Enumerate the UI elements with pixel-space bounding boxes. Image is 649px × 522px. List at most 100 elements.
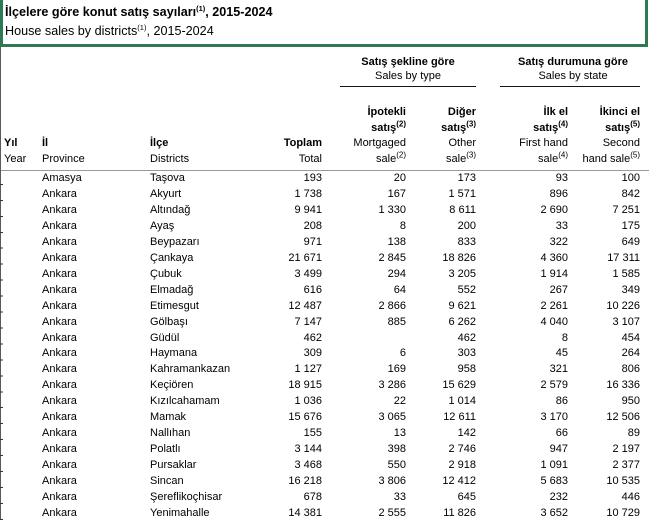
table-row: Ankara Kızılcahamam 1 036 22 1 014 86 95… [0, 394, 649, 410]
row-gridline-ticks [0, 169, 3, 520]
cell-province: Ankara [42, 507, 77, 520]
title-footnote-marker: (1) [196, 3, 206, 13]
group-sales-by-state-tr: Satış durumuna göre [518, 56, 629, 68]
cell-year [0, 331, 38, 347]
header-group-filler [640, 47, 649, 87]
cell-other-sale: 18 826 [442, 251, 477, 264]
cell-second-hand-sale: 3 107 [612, 315, 641, 328]
cell-total: 208 [303, 219, 322, 232]
col-header-mortgaged-tr1: İpotekli [367, 105, 406, 118]
cell-filler [640, 219, 649, 235]
cell-province: Ankara [42, 331, 77, 344]
table-row: Ankara Keçiören 18 915 3 286 15 629 2 57… [0, 378, 649, 394]
cell-mortgaged-sale: 2 845 [378, 251, 406, 264]
cell-filler [640, 171, 649, 187]
cell-second-hand-sale: 349 [621, 283, 641, 296]
page-subtitle-years: , 2015-2024 [146, 24, 214, 38]
cell-second-hand-sale: 1 585 [612, 267, 641, 280]
table-sheet: Satış şekline göre Sales by type Satış d… [0, 47, 649, 520]
col-header-other: Diğer satış(3) Other sale(3) [406, 87, 477, 171]
cell-district: Gölbaşı [150, 315, 188, 328]
cell-first-hand-sale: 5 683 [540, 475, 569, 488]
cell-filler [640, 490, 649, 506]
table-row: Ankara Sincan 16 218 3 806 12 412 5 683 … [0, 474, 649, 490]
cell-first-hand-sale: 3 652 [540, 507, 569, 520]
cell-filler [640, 283, 649, 299]
table-row: Ankara Pursaklar 3 468 550 2 918 1 091 2… [0, 458, 649, 474]
col-header-district: İlçe Districts [146, 87, 278, 171]
cell-year [0, 251, 38, 267]
cell-filler [640, 187, 649, 203]
cell-district: Mamak [150, 411, 187, 424]
header-group-spacer [0, 47, 322, 87]
cell-filler [640, 458, 649, 474]
cell-district: Çankaya [150, 251, 194, 264]
col-header-second-hand-en1: Second [602, 137, 641, 150]
cell-filler [640, 346, 649, 362]
page-title-text: İlçelere göre konut satış sayıları [5, 5, 197, 19]
cell-total: 3 468 [294, 459, 322, 472]
table-row: Ankara Çankaya 21 671 2 845 18 826 4 360… [0, 251, 649, 267]
group-sales-by-state-en: Sales by state [538, 70, 608, 82]
cell-mortgaged-sale: 33 [393, 491, 406, 504]
cell-total: 16 218 [288, 475, 322, 488]
cell-other-sale: 11 826 [443, 507, 477, 520]
cell-year [0, 490, 38, 506]
cell-year [0, 235, 38, 251]
cell-mortgaged-sale: 13 [393, 427, 406, 440]
cell-year [0, 315, 38, 331]
cell-other-sale: 6 262 [448, 315, 477, 328]
cell-first-hand-sale: 232 [549, 491, 569, 504]
cell-second-hand-sale: 17 311 [607, 251, 641, 264]
table-row: Ankara Güdül 462 462 8 454 [0, 331, 649, 347]
cell-other-sale: 12 611 [443, 411, 477, 424]
cell-second-hand-sale: 806 [621, 363, 641, 376]
cell-first-hand-sale: 321 [549, 363, 569, 376]
table-row: Ankara Yenimahalle 14 381 2 555 11 826 3… [0, 506, 649, 522]
subtitle-footnote-marker: (1) [137, 22, 147, 32]
table-row: Ankara Kahramankazan 1 127 169 958 321 8… [0, 362, 649, 378]
col-header-second-hand: İkinci el satış(5) Second hand sale(5) [568, 87, 641, 171]
cell-first-hand-sale: 93 [555, 172, 569, 184]
cell-district: Çubuk [150, 267, 182, 280]
col-header-district-tr: İlçe [150, 137, 169, 150]
cell-first-hand-sale: 86 [555, 395, 569, 408]
cell-province: Ankara [42, 219, 77, 232]
col-header-other-en1: Other [448, 137, 477, 150]
cell-second-hand-sale: 175 [621, 219, 641, 232]
cell-district: Altındağ [150, 203, 191, 216]
cell-province: Ankara [42, 283, 77, 296]
cell-first-hand-sale: 2 579 [540, 379, 569, 392]
cell-total: 678 [303, 491, 322, 504]
col-header-year-tr: Yıl [4, 137, 18, 150]
table-row: Ankara Elmadağ 616 64 552 267 349 [0, 283, 649, 299]
table-body: Amasya Taşova 193 20 173 93 100 Ankara A… [0, 171, 649, 522]
cell-second-hand-sale: 446 [621, 491, 641, 504]
cell-province: Ankara [42, 363, 77, 376]
cell-province: Ankara [42, 491, 77, 504]
col-header-total: Toplam Total [278, 87, 322, 171]
cell-district: Kahramankazan [150, 363, 231, 376]
col-header-mortgaged: İpotekli satış(2) Mortgaged sale(2) [322, 87, 406, 171]
cell-filler [640, 426, 649, 442]
page-subtitle-text: House sales by districts [5, 24, 138, 38]
cell-second-hand-sale: 10 535 [606, 475, 641, 488]
cell-mortgaged-sale: 294 [387, 267, 406, 280]
cell-first-hand-sale: 4 040 [540, 315, 569, 328]
cell-mortgaged-sale: 3 065 [378, 411, 406, 424]
cell-mortgaged-sale: 3 806 [378, 475, 406, 488]
cell-mortgaged-sale: 20 [393, 172, 406, 184]
cell-filler [640, 251, 649, 267]
cell-district: Pursaklar [150, 459, 197, 472]
cell-other-sale: 2 918 [448, 459, 477, 472]
cell-filler [640, 442, 649, 458]
cell-mortgaged-sale: 1 330 [378, 203, 406, 216]
table-row: Ankara Beypazarı 971 138 833 322 649 [0, 235, 649, 251]
cell-mortgaged-sale: 6 [399, 347, 406, 360]
cell-other-sale: 3 205 [448, 267, 477, 280]
cell-mortgaged-sale: 398 [387, 443, 406, 456]
cell-first-hand-sale: 33 [555, 219, 569, 232]
table-header: Satış şekline göre Sales by type Satış d… [0, 47, 649, 171]
col-header-province-tr: İl [42, 137, 49, 150]
cell-filler [640, 394, 649, 410]
